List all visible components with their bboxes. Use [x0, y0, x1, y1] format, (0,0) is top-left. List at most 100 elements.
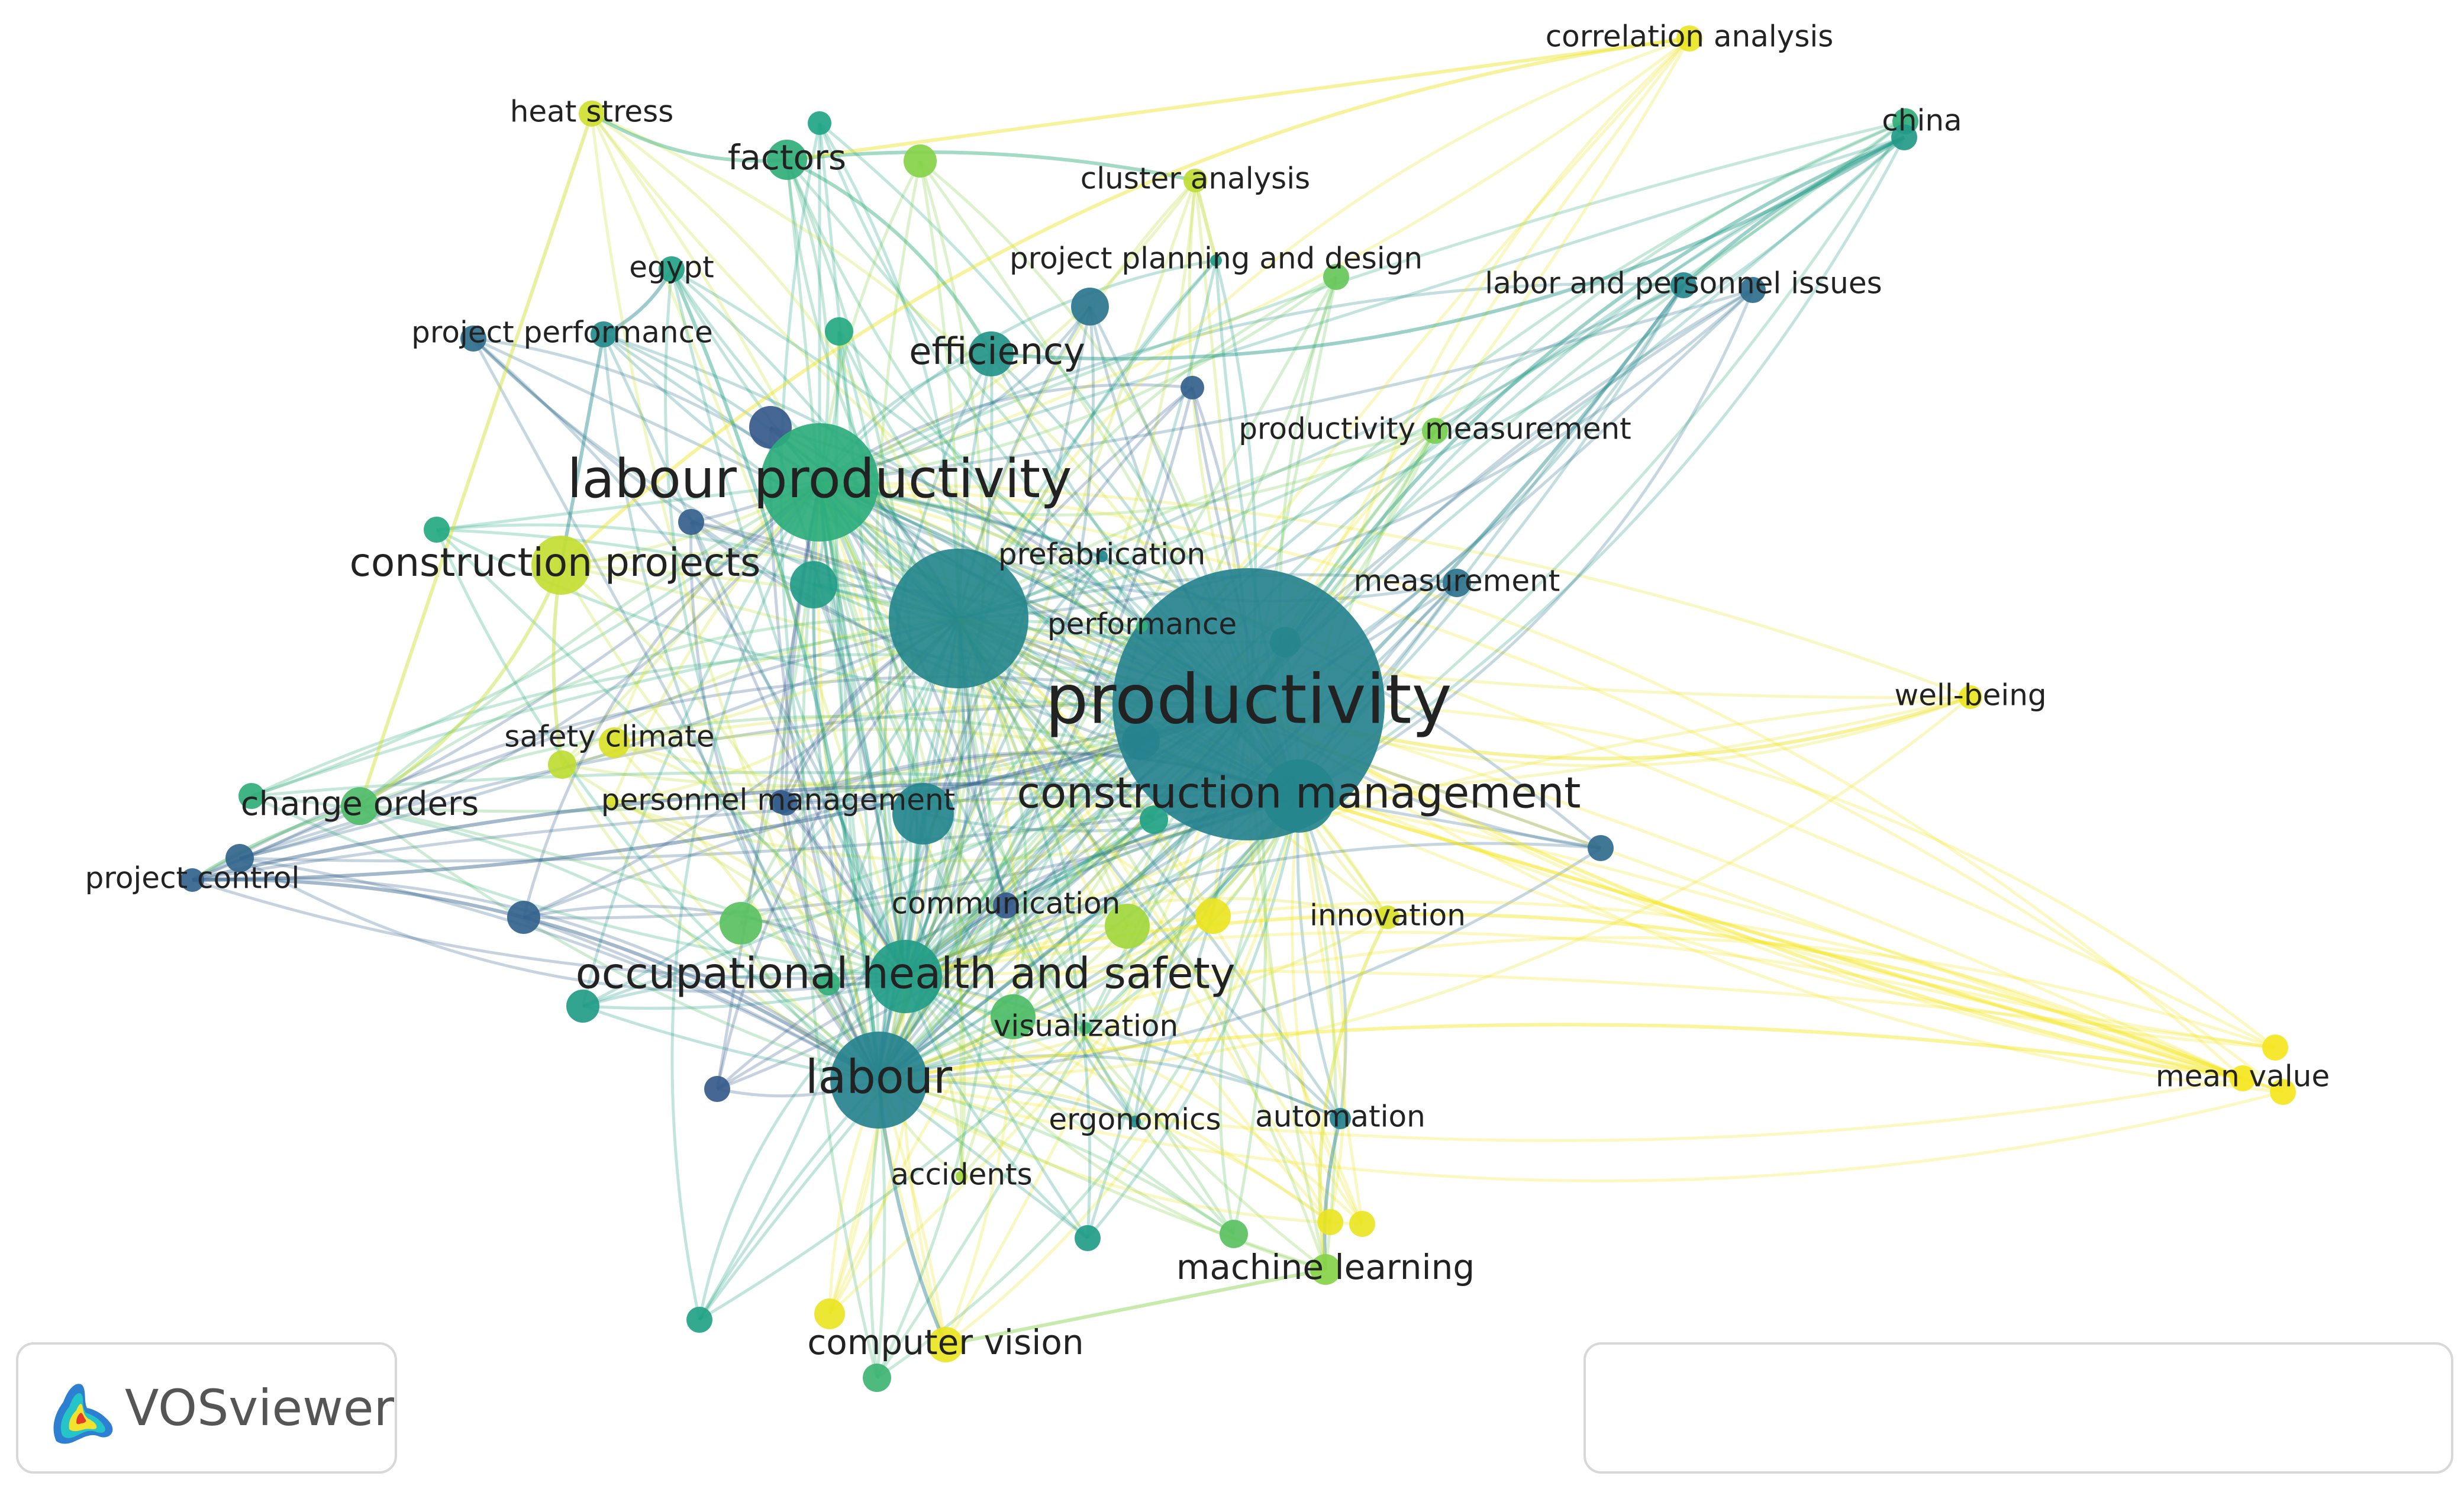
label-cluster-analysis[interactable]: cluster analysis	[1081, 162, 1310, 196]
keyword-node[interactable]	[507, 901, 540, 934]
label-construction-projects[interactable]: construction projects	[350, 540, 761, 585]
keyword-node[interactable]	[1349, 1211, 1375, 1237]
label-measurement[interactable]: measurement	[1354, 564, 1560, 598]
keyword-node[interactable]	[1317, 1209, 1343, 1235]
label-communication[interactable]: communication	[892, 887, 1121, 921]
node-project-planning-and-design[interactable]	[1210, 254, 1222, 266]
node-mean-value[interactable]	[2230, 1065, 2256, 1091]
keyword-node[interactable]	[892, 783, 954, 845]
keyword-node[interactable]	[1323, 264, 1349, 290]
keyword-node[interactable]	[2262, 1035, 2288, 1061]
label-visualization[interactable]: visualization	[994, 1009, 1178, 1043]
node-efficiency[interactable]	[969, 331, 1014, 376]
node-accidents[interactable]	[956, 1171, 967, 1182]
keyword-node[interactable]	[1075, 1225, 1101, 1251]
node-personnel-management[interactable]	[607, 796, 618, 808]
label-productivity-measurement[interactable]: productivity measurement	[1239, 412, 1631, 446]
node-cluster-analysis[interactable]	[1183, 169, 1207, 192]
node-project-performance[interactable]	[591, 321, 617, 347]
node-labour-productivity[interactable]	[760, 423, 879, 542]
label-automation[interactable]: automation	[1255, 1100, 1425, 1134]
label-labor-and-personnel-issues[interactable]: labor and personnel issues	[1485, 266, 1882, 301]
keyword-node[interactable]	[889, 549, 1028, 688]
keyword-node[interactable]	[817, 972, 840, 995]
label-innovation[interactable]: innovation	[1310, 898, 1466, 933]
node-labour[interactable]	[830, 1032, 927, 1129]
label-project-performance[interactable]: project performance	[411, 315, 713, 350]
keyword-node[interactable]	[825, 317, 853, 346]
node-construction-projects[interactable]	[531, 536, 591, 595]
node-safety-climate[interactable]	[548, 750, 576, 779]
label-labour-productivity[interactable]: labour productivity	[567, 448, 1072, 510]
node-occupational-health-and-safety[interactable]	[869, 940, 942, 1013]
node-factors[interactable]	[767, 140, 807, 180]
label-accidents[interactable]: accidents	[891, 1158, 1032, 1192]
label-heat-stress[interactable]: heat stress	[510, 95, 674, 129]
label-personnel-management[interactable]: personnel management	[601, 783, 956, 817]
keyword-node[interactable]	[424, 517, 450, 543]
keyword-node[interactable]	[238, 783, 265, 809]
node-china[interactable]	[1891, 124, 1917, 150]
label-computer-vision[interactable]: computer vision	[807, 1322, 1083, 1362]
label-well-being[interactable]: well-being	[1894, 678, 2046, 713]
node-change-orders[interactable]	[341, 787, 379, 825]
node-construction-management[interactable]	[1262, 759, 1336, 833]
node-egypt[interactable]	[659, 256, 685, 282]
node-communication[interactable]	[993, 892, 1019, 919]
label-china[interactable]: china	[1882, 104, 1962, 138]
keyword-node[interactable]	[1588, 835, 1614, 861]
node-visualization[interactable]	[1080, 1022, 1092, 1034]
node-ergonomics[interactable]	[1129, 1116, 1141, 1127]
keyword-node[interactable]	[686, 1307, 712, 1333]
keyword-node[interactable]	[1071, 288, 1109, 326]
label-labour[interactable]: labour	[805, 1050, 953, 1104]
keyword-node[interactable]	[1220, 1220, 1248, 1248]
keyword-node[interactable]	[2270, 1079, 2296, 1105]
keyword-node[interactable]	[1195, 898, 1231, 934]
node-computer-vision[interactable]	[928, 1327, 963, 1362]
node-machine-learning[interactable]	[1310, 1254, 1341, 1285]
node-productivity-measurement[interactable]	[1422, 418, 1448, 444]
label-project-planning-and-design[interactable]: project planning and design	[1010, 241, 1423, 276]
label-construction-management[interactable]: construction management	[1017, 768, 1581, 818]
node-labor-and-personnel-issues[interactable]	[1670, 272, 1697, 298]
keyword-node[interactable]	[460, 326, 486, 352]
keyword-node[interactable]	[678, 509, 704, 535]
keyword-node[interactable]	[1105, 904, 1150, 949]
keyword-node[interactable]	[790, 561, 837, 608]
label-occupational-health-and-safety[interactable]: occupational health and safety	[576, 949, 1236, 998]
keyword-node[interactable]	[1740, 277, 1766, 303]
node-automation[interactable]	[1330, 1108, 1351, 1129]
keyword-node[interactable]	[720, 902, 762, 945]
keyword-node[interactable]	[1140, 805, 1168, 834]
node-prefabrication[interactable]	[1096, 550, 1108, 562]
label-productivity[interactable]: productivity	[1045, 660, 1452, 740]
label-change-orders[interactable]: change orders	[241, 785, 479, 823]
label-mean-value[interactable]: mean value	[2156, 1059, 2330, 1094]
keyword-node[interactable]	[599, 727, 630, 758]
label-performance[interactable]: performance	[1047, 607, 1237, 642]
label-factors[interactable]: factors	[728, 137, 846, 178]
keyword-node[interactable]	[704, 1076, 730, 1102]
keyword-node[interactable]	[991, 994, 1036, 1039]
label-efficiency[interactable]: efficiency	[909, 330, 1085, 373]
keyword-node[interactable]	[904, 144, 937, 178]
node-heat-stress[interactable]	[579, 101, 605, 127]
node-innovation[interactable]	[1376, 905, 1399, 929]
keyword-node[interactable]	[1181, 376, 1204, 399]
label-prefabrication[interactable]: prefabrication	[998, 537, 1205, 572]
label-egypt[interactable]: egypt	[629, 250, 714, 285]
keyword-node[interactable]	[566, 990, 599, 1023]
keyword-node[interactable]	[225, 844, 254, 872]
node-performance[interactable]	[1136, 620, 1148, 632]
keyword-node[interactable]	[814, 1298, 845, 1329]
node-well-being[interactable]	[1959, 685, 1982, 709]
node-measurement[interactable]	[1443, 569, 1471, 597]
keyword-node[interactable]	[863, 1364, 891, 1392]
label-project-control[interactable]: project control	[85, 861, 300, 895]
node-project-control[interactable]	[180, 868, 204, 892]
keyword-node[interactable]	[808, 111, 831, 135]
label-machine-learning[interactable]: machine learning	[1176, 1247, 1475, 1287]
keyword-node[interactable]	[774, 792, 798, 816]
label-ergonomics[interactable]: ergonomics	[1049, 1103, 1221, 1137]
